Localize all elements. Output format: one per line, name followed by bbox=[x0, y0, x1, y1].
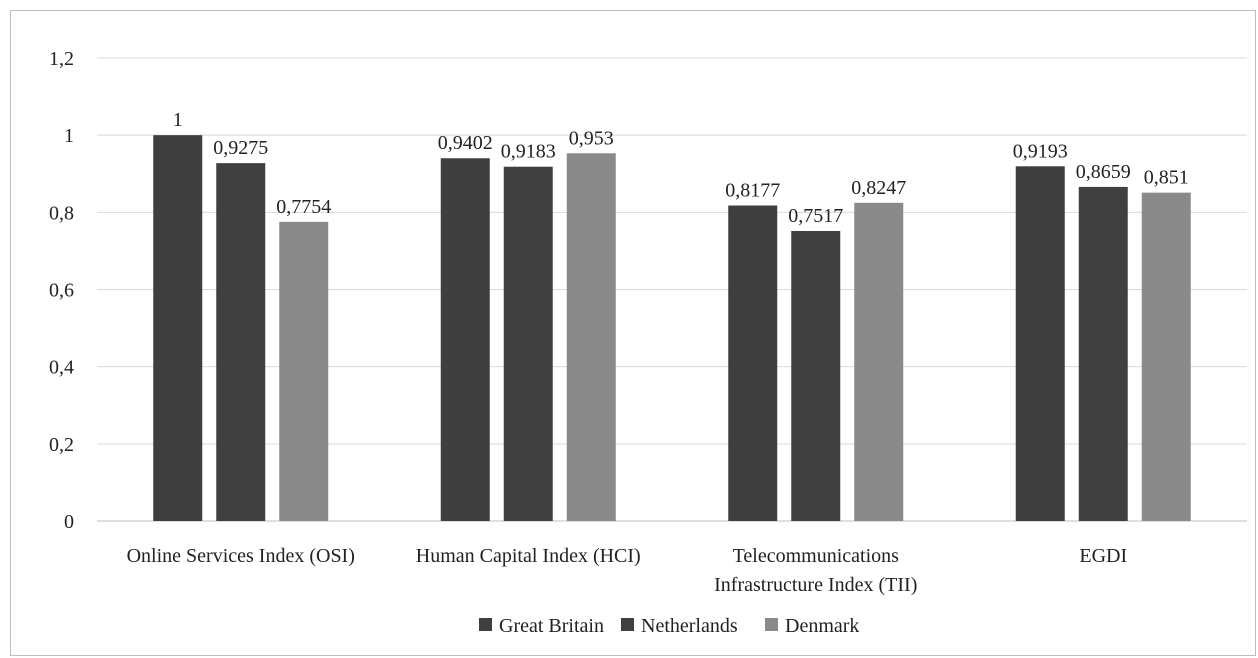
legend-swatch bbox=[479, 618, 492, 631]
legend-swatch bbox=[765, 618, 778, 631]
bar bbox=[791, 230, 841, 521]
legend-label: Denmark bbox=[785, 615, 859, 637]
data-label: 0,8659 bbox=[1076, 161, 1131, 183]
data-label: 1 bbox=[173, 109, 183, 131]
bar bbox=[1141, 192, 1191, 522]
y-tick-label: 0,4 bbox=[49, 357, 74, 379]
legend-swatch bbox=[621, 618, 634, 631]
bar bbox=[279, 221, 329, 521]
bars bbox=[153, 135, 1191, 522]
bar bbox=[1015, 166, 1065, 522]
y-tick-label: 0,8 bbox=[49, 202, 74, 224]
bar bbox=[440, 158, 490, 521]
data-label: 0,953 bbox=[569, 127, 614, 149]
data-label: 0,8247 bbox=[851, 177, 906, 199]
bar bbox=[153, 135, 203, 521]
data-label: 0,9402 bbox=[438, 132, 493, 154]
bar bbox=[1078, 186, 1128, 521]
x-tick-label: Telecommunications bbox=[733, 545, 900, 567]
x-tick-label: Online Services Index (OSI) bbox=[127, 545, 355, 567]
legend: Great Britain Netherlands Denmark bbox=[479, 615, 859, 637]
y-tick-label: 1,2 bbox=[49, 48, 74, 70]
y-tick-label: 0 bbox=[64, 511, 74, 533]
legend-label: Netherlands bbox=[641, 615, 738, 637]
gridlines bbox=[97, 57, 1247, 522]
bar bbox=[728, 205, 778, 521]
data-label: 0,7754 bbox=[276, 196, 331, 218]
x-tick-label: Human Capital Index (HCI) bbox=[416, 545, 641, 567]
bar bbox=[854, 202, 904, 521]
x-tick-label: Infrastructure Index (TII) bbox=[714, 574, 917, 596]
bar bbox=[216, 163, 266, 521]
data-label: 0,851 bbox=[1144, 167, 1189, 189]
data-label: 0,9275 bbox=[213, 137, 268, 159]
x-axis-category-labels: Online Services Index (OSI) Human Capital… bbox=[127, 545, 1128, 596]
bar bbox=[566, 153, 616, 521]
x-tick-label: EGDI bbox=[1079, 545, 1127, 567]
y-tick-label: 0,6 bbox=[49, 280, 74, 302]
data-label: 0,9193 bbox=[1013, 140, 1068, 162]
bar bbox=[503, 166, 553, 521]
y-tick-label: 0,2 bbox=[49, 434, 74, 456]
data-label: 0,8177 bbox=[725, 180, 780, 202]
data-labels: 1 0,9275 0,7754 0,9402 0,9183 0,953 0,8177 0,75… bbox=[173, 109, 1189, 227]
y-tick-label: 1 bbox=[64, 125, 74, 147]
data-label: 0,9183 bbox=[501, 141, 556, 163]
legend-label: Great Britain bbox=[499, 615, 604, 637]
y-axis-tick-labels: 0 0,2 0,4 0,6 0,8 1 1,2 bbox=[49, 48, 74, 533]
data-label: 0,7517 bbox=[788, 205, 843, 227]
